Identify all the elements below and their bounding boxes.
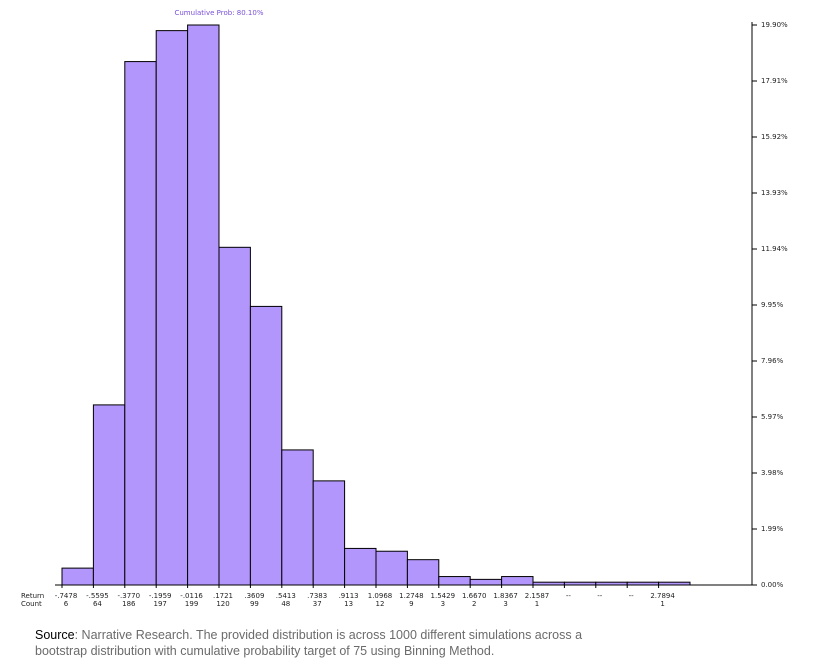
bar xyxy=(626,581,660,586)
count-label: 1 xyxy=(660,600,664,608)
x-tick-label: .3609 xyxy=(244,592,264,600)
count-label: 48 xyxy=(281,600,290,608)
bar xyxy=(249,305,283,586)
count-label: 9 xyxy=(409,600,413,608)
bar xyxy=(595,581,628,586)
source-label: Source xyxy=(35,628,75,642)
count-label: 6 xyxy=(64,600,69,608)
count-label: 120 xyxy=(216,600,229,608)
count-label: 186 xyxy=(122,600,136,608)
x-tick-label: 1.8367 xyxy=(493,592,518,600)
y-tick-label: 0.00% xyxy=(761,581,784,589)
row-label: Count xyxy=(21,600,42,608)
bar xyxy=(532,581,565,586)
bar xyxy=(438,576,471,586)
bar xyxy=(61,567,94,586)
y-tick-label: 19.90% xyxy=(761,21,788,29)
x-tick-label: .9113 xyxy=(339,592,359,600)
y-tick-label: 9.95% xyxy=(761,301,784,309)
y-tick-label: 15.92% xyxy=(761,133,788,141)
x-tick-label: -.3770 xyxy=(118,592,141,600)
bar xyxy=(312,480,346,586)
x-tick-label: -.0116 xyxy=(180,592,203,600)
bar xyxy=(187,24,220,586)
x-tick-label: -.5595 xyxy=(86,592,109,600)
bar xyxy=(501,576,534,586)
x-tick-label: .5413 xyxy=(276,592,296,600)
y-tick-label: 1.99% xyxy=(761,525,784,533)
count-label: 3 xyxy=(441,600,445,608)
count-label: 13 xyxy=(344,600,353,608)
y-tick-label: 17.91% xyxy=(761,77,788,85)
x-tick-label: 1.0968 xyxy=(368,592,393,600)
source-note: Source: Narrative Research. The provided… xyxy=(35,627,635,659)
bar xyxy=(406,559,440,586)
bar xyxy=(469,578,503,586)
x-tick-label: -- xyxy=(566,592,572,600)
x-tick-label: 2.7894 xyxy=(650,592,675,600)
bar xyxy=(344,547,377,586)
count-label: 197 xyxy=(154,600,167,608)
y-tick-label: 7.96% xyxy=(761,357,784,365)
count-label: 12 xyxy=(376,600,385,608)
count-label: 2 xyxy=(472,600,476,608)
y-tick-label: 11.94% xyxy=(761,245,788,253)
count-label: 199 xyxy=(185,600,198,608)
count-label: 99 xyxy=(250,600,259,608)
bar xyxy=(658,581,691,586)
y-tick-label: 3.98% xyxy=(761,469,784,477)
x-tick-label: .1721 xyxy=(213,592,233,600)
x-tick-label: 1.2748 xyxy=(399,592,424,600)
bar xyxy=(155,30,189,586)
bar xyxy=(92,404,126,586)
y-tick-label: 5.97% xyxy=(761,413,784,421)
x-tick-label: 2.1587 xyxy=(525,592,550,600)
count-label: 1 xyxy=(535,600,539,608)
x-tick-label: .7383 xyxy=(307,592,327,600)
chart: Cumulative Prob: 80.10% Return Count 0.0… xyxy=(21,9,788,608)
annotation: Cumulative Prob: 80.10% xyxy=(174,9,263,17)
bar xyxy=(563,581,597,586)
count-label: 37 xyxy=(313,600,322,608)
bar xyxy=(124,61,157,586)
bar xyxy=(281,449,314,586)
x-tick-label: 1.5429 xyxy=(431,592,456,600)
x-tick-label: -.7478 xyxy=(55,592,78,600)
x-tick-label: 1.6670 xyxy=(462,592,487,600)
source-text: : Narrative Research. The provided distr… xyxy=(35,628,583,658)
row-label: Return xyxy=(21,592,44,600)
x-tick-label: -.1959 xyxy=(149,592,172,600)
count-label: 64 xyxy=(93,600,102,608)
y-tick-label: 13.93% xyxy=(761,189,788,197)
bar xyxy=(375,550,408,586)
x-tick-label: -- xyxy=(597,592,603,600)
count-label: 3 xyxy=(503,600,507,608)
bar xyxy=(218,246,251,586)
x-tick-label: -- xyxy=(629,592,635,600)
